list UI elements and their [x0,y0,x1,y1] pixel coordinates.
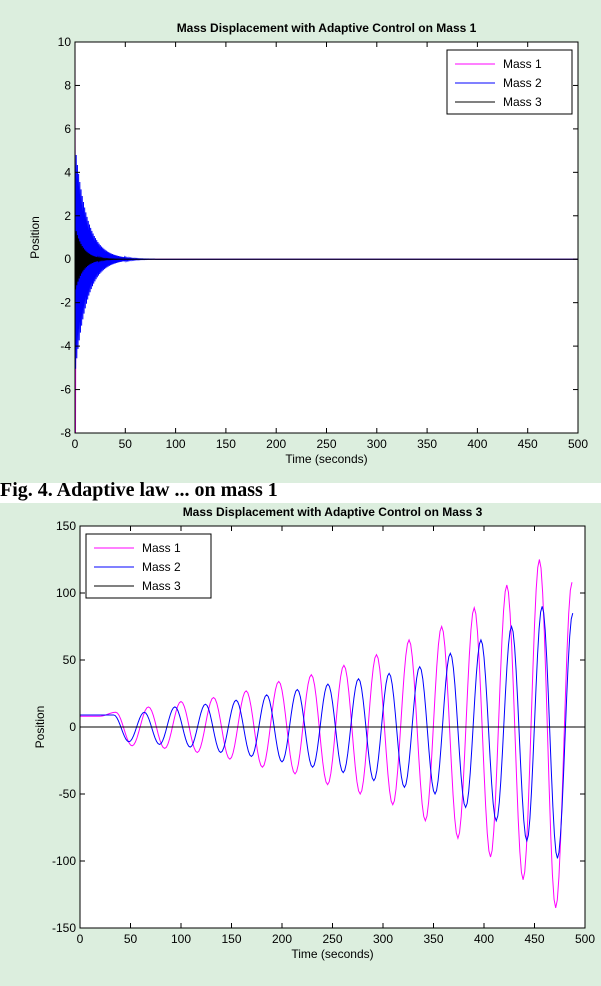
legend [85,533,212,599]
y-tick-label: -100 [52,854,76,868]
y-tick-label: -8 [60,426,71,440]
x-tick-label: 100 [166,437,186,451]
x-axis-label: Time (seconds) [291,947,373,961]
y-tick-label: -2 [60,296,71,310]
x-tick-label: 250 [322,932,342,946]
series-group [80,559,585,909]
chart-panel-2: Mass Displacement with Adaptive Control … [0,503,601,986]
x-tick-label: 200 [266,437,286,451]
x-tick-label: 250 [316,437,336,451]
x-tick-label: 400 [467,437,487,451]
legend-entry: Mass 3 [142,579,181,593]
x-tick-label: 300 [373,932,393,946]
legend [446,49,573,115]
x-tick-label: 50 [119,437,133,451]
legend-entry: Mass 1 [503,57,542,71]
series-line-mass-3 [75,226,578,290]
chart-title: Mass Displacement with Adaptive Control … [183,505,483,519]
x-tick-label: 400 [474,932,494,946]
y-axis-label: Position [28,216,42,259]
y-tick-label: 50 [63,653,77,667]
y-tick-label: 150 [56,519,76,533]
x-tick-label: 450 [524,932,544,946]
x-tick-label: 450 [518,437,538,451]
y-tick-label: 4 [64,165,71,179]
y-tick-label: -4 [60,339,71,353]
x-tick-label: 500 [568,437,588,451]
x-tick-label: 150 [221,932,241,946]
legend-entry: Mass 1 [142,541,181,555]
x-tick-label: 350 [417,437,437,451]
x-tick-label: 500 [575,932,595,946]
y-tick-label: -50 [59,787,77,801]
x-tick-label: 100 [171,932,191,946]
y-tick-label: 2 [64,209,71,223]
chart-1-svg: Mass Displacement with Adaptive Control … [28,21,588,466]
series-line-mass-1 [80,559,573,909]
x-tick-label: 300 [367,437,387,451]
chart-2-svg: Mass Displacement with Adaptive Control … [33,505,595,961]
legend-entry: Mass 3 [503,95,542,109]
y-tick-label: 10 [58,35,72,49]
y-tick-label: 6 [64,122,71,136]
y-tick-label: 100 [56,586,76,600]
x-tick-label: 200 [272,932,292,946]
y-tick-label: -150 [52,921,76,935]
series-line-mass-2 [80,606,574,859]
x-tick-label: 350 [423,932,443,946]
x-axis-label: Time (seconds) [285,452,367,466]
x-tick-label: 50 [124,932,138,946]
legend-entry: Mass 2 [503,76,542,90]
chart-title: Mass Displacement with Adaptive Control … [177,21,477,35]
y-tick-label: 0 [69,720,76,734]
y-tick-label: 0 [64,252,71,266]
chart-panel-1: Mass Displacement with Adaptive Control … [0,0,601,483]
y-tick-label: -6 [60,383,71,397]
y-tick-label: 8 [64,78,71,92]
y-axis-label: Position [33,706,47,749]
legend-entry: Mass 2 [142,560,181,574]
x-tick-label: 0 [77,932,84,946]
figure-caption: Fig. 4. Adaptive law ... on mass 1 [0,479,278,501]
x-tick-label: 0 [72,437,79,451]
x-tick-label: 150 [216,437,236,451]
